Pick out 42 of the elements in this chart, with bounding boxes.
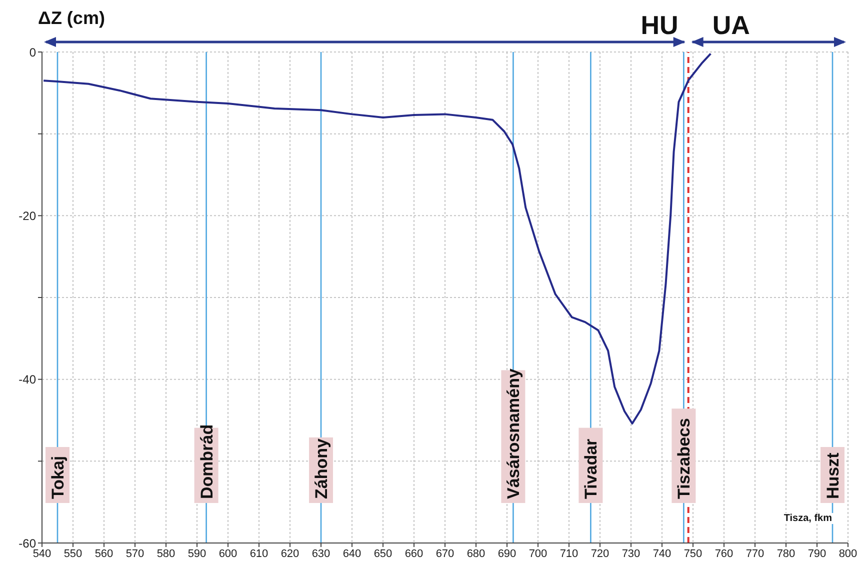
x-tick-label: 750: [684, 548, 702, 560]
x-tick-label: 640: [342, 548, 362, 560]
x-tick-label: 660: [404, 548, 424, 560]
ref-line-label: Záhony: [312, 438, 331, 499]
x-tick-label: 550: [64, 548, 82, 560]
x-tick-label: 610: [250, 548, 268, 560]
x-tick-label: 540: [32, 548, 52, 560]
x-tick-label: 700: [528, 548, 548, 560]
y-tick-label: -60: [18, 536, 36, 550]
x-tick-label: 800: [838, 548, 858, 560]
x-tick-label: 590: [188, 548, 206, 560]
x-tick-label: 650: [374, 548, 392, 560]
x-tick-label: 720: [590, 548, 610, 560]
ref-line-label: Tokaj: [48, 456, 68, 499]
x-tick-label: 580: [156, 548, 176, 560]
x-tick-label: 730: [622, 548, 640, 560]
x-tick-label: 630: [312, 548, 330, 560]
x-tick-label: 760: [714, 548, 734, 560]
ref-line-label: Vásárosnamény: [504, 368, 524, 499]
x-axis-title: Tisza, fkm: [782, 513, 834, 524]
x-tick-label: 620: [280, 548, 300, 560]
x-tick-label: 670: [436, 548, 454, 560]
y-axis-title: ΔZ (cm): [38, 8, 105, 29]
ref-line-label: Tivadar: [582, 438, 601, 499]
text: HU: [640, 10, 678, 41]
y-tick-label: 0: [29, 45, 36, 60]
ref-line-label: Dombrád: [197, 424, 216, 499]
x-tick-label: 710: [560, 548, 578, 560]
x-tick-label: 570: [126, 548, 144, 560]
y-tick-label: -40: [18, 372, 36, 387]
x-tick-label: 790: [808, 548, 826, 560]
x-tick-label: 780: [776, 548, 796, 560]
x-tick-label: 560: [94, 548, 114, 560]
x-tick-label: 600: [218, 548, 238, 560]
x-tick-label: 770: [746, 548, 764, 560]
ref-line-label: Tiszabecs: [674, 418, 694, 499]
y-tick-label: -20: [18, 208, 36, 223]
x-tick-label: 740: [652, 548, 672, 560]
x-tick-label: 690: [498, 548, 516, 560]
x-tick-label: 680: [466, 548, 486, 560]
text: UA: [712, 10, 750, 41]
ref-line-label: Huszt: [824, 452, 842, 499]
